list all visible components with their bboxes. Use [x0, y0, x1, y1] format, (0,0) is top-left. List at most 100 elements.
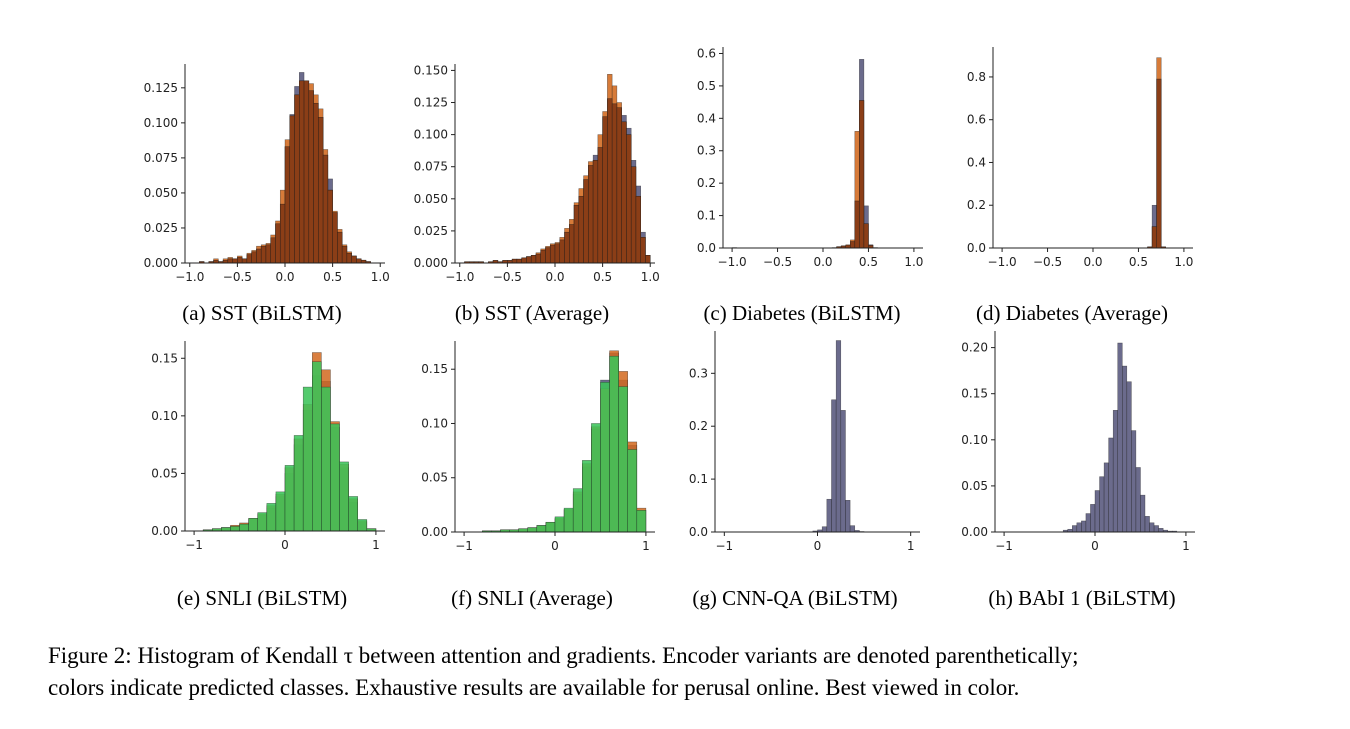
chart-7: −1 0 1 0.0 0.1 0.2 0.3 (g) CNN-QA (BiLSTM) — [689, 331, 920, 610]
chart-5: −1 0 1 0.00 0.05 0.10 0.15 (e) SNLI (BiLSTM) — [151, 341, 385, 610]
chart-2-bar-overlap-b29 — [592, 160, 599, 264]
chart-8-bar-s1-b18 — [1140, 494, 1146, 533]
chart-2: −1.0 −0.5 0.0 0.5 1.0 0.000 0.025 0.050 0.075 0.1… — [414, 63, 660, 325]
chart-1-ytick-label-2: 0.025 — [144, 221, 178, 235]
chart-4-ytick-label-2: 0.2 — [967, 198, 986, 212]
chart-6-bar-s3-b12 — [563, 507, 574, 533]
chart-5-bar-s3-b15 — [321, 386, 331, 532]
chart-3-xtick-label-2: −0.5 — [763, 255, 792, 269]
chart-4-bar-overlap-b2 — [1151, 226, 1157, 249]
chart-7-bar-s1-b4 — [826, 498, 832, 533]
chart-5-bar-s3-b19 — [357, 519, 368, 532]
chart-2-bar-overlap-b26 — [578, 195, 584, 264]
chart-2-xtick-label-4: 0.5 — [593, 270, 612, 284]
chart-8-bar-s1-b20 — [1149, 522, 1155, 533]
chart-3-bar-overlap-b7 — [854, 200, 860, 249]
chart-5-ytick-label-1: 0.00 — [151, 524, 178, 538]
chart-2-ytick-label-5: 0.100 — [414, 128, 448, 142]
chart-2-xtick-label-5: 1.0 — [641, 270, 660, 284]
chart-5-ytick-label-4: 0.15 — [151, 351, 178, 365]
chart-8-xtick-label-1: −1 — [995, 539, 1013, 553]
chart-1-bar-overlap-b32 — [337, 231, 343, 264]
chart-1-xtick-label-5: 1.0 — [371, 270, 390, 284]
chart-2-xtick-label-3: 0.0 — [545, 270, 564, 284]
chart-7-bar-s1-b8 — [845, 500, 851, 533]
chart-4-xtick-label-4: 0.5 — [1129, 255, 1148, 269]
chart-1-bar-overlap-b21 — [284, 146, 291, 264]
chart-5-bar-s3-b12 — [293, 435, 304, 532]
chart-1-bar-overlap-b18 — [270, 237, 276, 264]
chart-8-bar-s1-b17 — [1135, 467, 1141, 533]
chart-8-bar-s1-b11 — [1108, 437, 1114, 533]
chart-2-ytick-label-6: 0.125 — [414, 96, 448, 110]
chart-1-bar-overlap-b31 — [332, 212, 338, 264]
chart-1-xtick-label-4: 0.5 — [323, 270, 342, 284]
chart-1-bar-overlap-b15 — [256, 248, 262, 264]
chart-8-bar-s1-b8 — [1094, 490, 1100, 533]
chart-1-ytick-label-4: 0.075 — [144, 151, 178, 165]
chart-2-ytick-label-4: 0.075 — [414, 160, 448, 174]
chart-1-bar-overlap-b23 — [294, 94, 300, 264]
chart-5-ytick-label-2: 0.05 — [151, 466, 178, 480]
chart-1-bar-overlap-b10 — [232, 258, 238, 264]
chart-1-bar-overlap-b9 — [227, 258, 233, 264]
chart-8-bar-s1-b13 — [1117, 342, 1123, 533]
chart-7-ytick-label-1: 0.0 — [689, 525, 708, 539]
chart-6-bar-s3-b8 — [527, 527, 538, 533]
chart-8-bar-s1-b19 — [1144, 516, 1150, 533]
chart-2-bar-overlap-b20 — [549, 244, 556, 264]
chart-7-bar-s1-b3 — [821, 526, 828, 533]
chart-1-bar-overlap-b22 — [289, 115, 295, 264]
chart-1-bar-overlap-b35 — [351, 255, 357, 264]
chart-6-bar-s3-b14 — [582, 460, 592, 533]
chart-8-xtick-label-2: 0 — [1091, 539, 1099, 553]
chart-5-bar-s3-b8 — [257, 512, 268, 532]
chart-3-xtick-label-1: −1.0 — [718, 255, 747, 269]
chart-4-xtick-label-3: 0.0 — [1083, 255, 1102, 269]
chart-7-ytick-label-2: 0.1 — [689, 472, 708, 486]
figure-caption-line-2: colors indicate predicted classes. Exhau… — [48, 675, 1020, 700]
chart-2-bar-overlap-b31 — [602, 116, 608, 264]
chart-1-bar-overlap-b25 — [303, 80, 310, 264]
chart-8-bar-s1-b16 — [1131, 430, 1137, 533]
chart-8-ytick-label-4: 0.15 — [961, 387, 988, 401]
chart-1-bar-overlap-b12 — [241, 258, 248, 264]
chart-6-bar-s3-b19 — [627, 449, 638, 533]
chart-2-bar-overlap-b28 — [588, 165, 594, 264]
chart-6-ytick-label-2: 0.05 — [421, 471, 448, 485]
chart-1-bar-overlap-b29 — [322, 154, 329, 264]
chart-2-bar-overlap-b19 — [545, 247, 551, 264]
chart-6-bar-s3-b10 — [545, 521, 556, 533]
chart-2-ytick-label-2: 0.025 — [414, 224, 448, 238]
chart-5-bar-s3-b13 — [302, 386, 313, 532]
chart-1-xtick-label-3: 0.0 — [275, 270, 294, 284]
chart-2-bar-overlap-b18 — [540, 249, 546, 264]
chart-8-bar-s1-b3 — [1072, 525, 1078, 533]
chart-2-bar-overlap-b37 — [630, 166, 637, 264]
chart-3-caption: (c) Diabetes (BiLSTM) — [703, 301, 900, 325]
chart-3-ytick-label-7: 0.6 — [697, 46, 716, 60]
chart-5-bar-s3-b11 — [284, 465, 295, 532]
chart-1-ytick-label-6: 0.125 — [144, 81, 178, 95]
chart-2-bar-overlap-b17 — [535, 253, 541, 264]
chart-2-bar-overlap-b14 — [521, 257, 527, 264]
chart-4: −1.0 −0.5 0.0 0.5 1.0 0.0 0.2 0.4 0.6 0.8 (d) Diab… — [967, 47, 1193, 325]
chart-4-xtick-label-1: −1.0 — [988, 255, 1017, 269]
chart-1-ytick-label-3: 0.050 — [144, 186, 178, 200]
chart-4-ytick-label-1: 0.0 — [967, 241, 986, 255]
chart-5-bar-s3-b7 — [248, 518, 258, 532]
chart-4-bar-overlap-b3 — [1156, 78, 1162, 249]
chart-3-bar-overlap-b6 — [850, 241, 856, 249]
chart-7-ytick-label-4: 0.3 — [689, 366, 708, 380]
chart-2-bar-overlap-b16 — [530, 255, 537, 264]
chart-2-ytick-label-1: 0.000 — [414, 256, 448, 270]
chart-2-bar-overlap-b40 — [645, 255, 651, 264]
chart-4-ytick-label-5: 0.8 — [967, 70, 986, 84]
chart-1-xtick-label-1: −1.0 — [175, 270, 204, 284]
chart-2-bar-overlap-b22 — [559, 239, 565, 264]
chart-8-ytick-label-3: 0.10 — [961, 433, 988, 447]
chart-3-ytick-label-3: 0.2 — [697, 176, 716, 190]
chart-1-bar-overlap-b13 — [246, 254, 252, 264]
chart-2-bar-overlap-b24 — [569, 224, 575, 264]
